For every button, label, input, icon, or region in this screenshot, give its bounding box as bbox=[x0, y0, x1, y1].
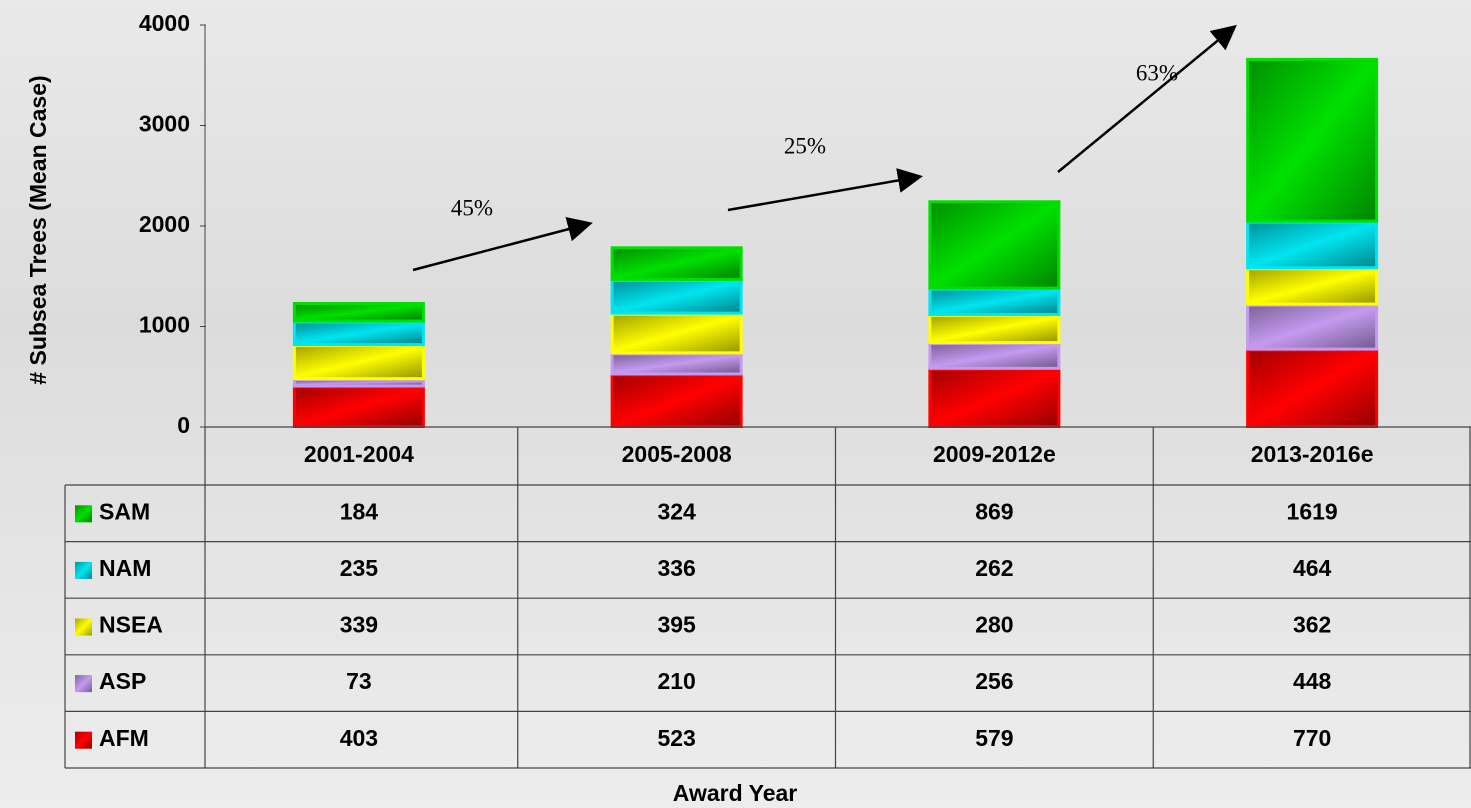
legend-swatch-shade bbox=[75, 505, 92, 523]
y-tick-label: 3000 bbox=[139, 111, 190, 137]
table-value: 869 bbox=[975, 498, 1013, 524]
bar-shade bbox=[1249, 270, 1376, 303]
bar-shade bbox=[1249, 351, 1376, 425]
bar-shade bbox=[295, 381, 422, 385]
arrow bbox=[1057, 24, 1237, 173]
arrow bbox=[412, 216, 593, 272]
bar-shade bbox=[613, 315, 740, 352]
bar-shade bbox=[613, 249, 740, 278]
legend-label: ASP bbox=[99, 668, 146, 694]
table-value: 184 bbox=[340, 498, 379, 524]
table-value: 448 bbox=[1293, 668, 1332, 694]
y-tick-label: 4000 bbox=[139, 10, 190, 36]
legend-swatch-shade bbox=[75, 618, 92, 636]
x-tick-label: 2009-2012e bbox=[933, 441, 1056, 467]
bar-shade bbox=[295, 388, 422, 425]
legend-label: NSEA bbox=[99, 612, 163, 638]
y-tick-label: 1000 bbox=[139, 312, 190, 338]
table-value: 403 bbox=[340, 725, 378, 751]
annotation: 45% bbox=[451, 195, 493, 220]
bar-shade bbox=[1249, 306, 1376, 348]
table-value: 73 bbox=[346, 668, 372, 694]
legend-label: SAM bbox=[99, 498, 150, 524]
table-value: 464 bbox=[1293, 555, 1332, 581]
x-tick-label: 2001-2004 bbox=[304, 441, 414, 467]
table-value: 1619 bbox=[1287, 498, 1338, 524]
bar-shade bbox=[931, 345, 1058, 367]
bar-shade bbox=[1249, 223, 1376, 267]
bar-shade bbox=[931, 203, 1058, 287]
annotation: 25% bbox=[784, 133, 826, 158]
table-value: 336 bbox=[657, 555, 695, 581]
y-tick-label: 2000 bbox=[139, 211, 190, 237]
bar-shade bbox=[613, 376, 740, 425]
table-value: 235 bbox=[340, 555, 379, 581]
legend-label: NAM bbox=[99, 555, 151, 581]
table-value: 280 bbox=[975, 612, 1013, 638]
table-value: 324 bbox=[657, 498, 696, 524]
table-value: 339 bbox=[340, 612, 378, 638]
arrow bbox=[727, 168, 923, 212]
table-value: 770 bbox=[1293, 725, 1331, 751]
x-axis-label: Award Year bbox=[673, 780, 798, 806]
table-value: 362 bbox=[1293, 612, 1331, 638]
bar-shade bbox=[931, 290, 1058, 313]
x-tick-label: 2005-2008 bbox=[622, 441, 732, 467]
y-axis-label: # Subsea Trees (Mean Case) bbox=[25, 75, 51, 384]
table-value: 256 bbox=[975, 668, 1013, 694]
legend-swatch-shade bbox=[75, 561, 92, 579]
table-value: 262 bbox=[975, 555, 1013, 581]
bar-shade bbox=[295, 347, 422, 378]
bar-shade bbox=[295, 323, 422, 344]
bar-shade bbox=[931, 370, 1058, 425]
y-tick-label: 0 bbox=[177, 412, 190, 438]
table-value: 395 bbox=[657, 612, 696, 638]
bar-shade bbox=[295, 304, 422, 320]
legend-swatch-shade bbox=[75, 731, 92, 749]
x-tick-label: 2013-2016e bbox=[1251, 441, 1374, 467]
legend-swatch-shade bbox=[75, 675, 92, 693]
annotation: 63% bbox=[1136, 60, 1178, 85]
bar-shade bbox=[1249, 60, 1376, 220]
legend-label: AFM bbox=[99, 725, 149, 751]
bar-shade bbox=[613, 355, 740, 373]
table-value: 523 bbox=[657, 725, 695, 751]
table-value: 579 bbox=[975, 725, 1013, 751]
table-value: 210 bbox=[657, 668, 695, 694]
bar-shade bbox=[613, 281, 740, 312]
bar-shade bbox=[931, 316, 1058, 342]
